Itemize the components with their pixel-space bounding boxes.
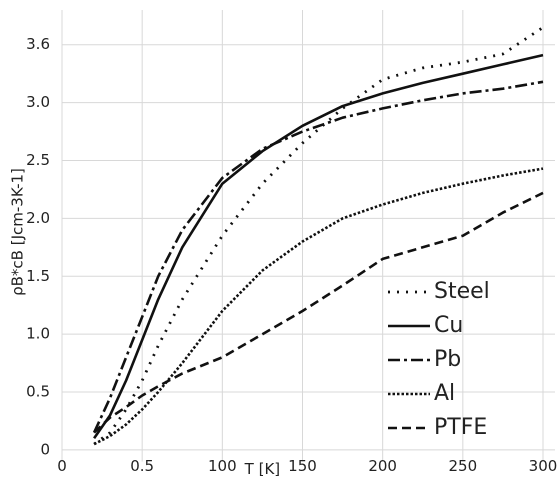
series-line	[93, 26, 544, 446]
series-line	[93, 53, 544, 440]
y-axis-label: ρB*cB [Jcm-3K-1]	[9, 168, 27, 296]
x-tick-label: 200	[368, 457, 397, 475]
x-axis-label: T [K]	[244, 460, 280, 478]
x-tick-label: 100	[208, 457, 237, 475]
x-tick-label: 0.5	[130, 457, 154, 475]
series-line	[93, 167, 544, 446]
series-line	[93, 191, 544, 434]
y-tick-label: 0.5	[26, 383, 50, 401]
y-tick-label: 1.0	[26, 325, 50, 343]
legend-label: Pb	[434, 347, 461, 372]
y-tick-label: 1.5	[26, 267, 50, 285]
y-tick-label: 2.0	[26, 209, 50, 227]
y-tick-label: 3.6	[26, 35, 50, 53]
legend-label: Al	[434, 381, 455, 406]
y-tick-label: 0	[40, 440, 50, 458]
y-tick-label: 2.5	[26, 151, 50, 169]
x-tick-label: 150	[288, 457, 317, 475]
legend-label: PTFE	[434, 415, 487, 440]
y-tick-label: 3.0	[26, 93, 50, 111]
x-tick-label: 0	[57, 457, 67, 475]
series-line	[92, 80, 544, 434]
x-tick-label: 300	[529, 457, 558, 475]
legend-label: Steel	[434, 279, 490, 304]
legend-label: Cu	[434, 313, 463, 338]
x-tick-label: 250	[449, 457, 478, 475]
